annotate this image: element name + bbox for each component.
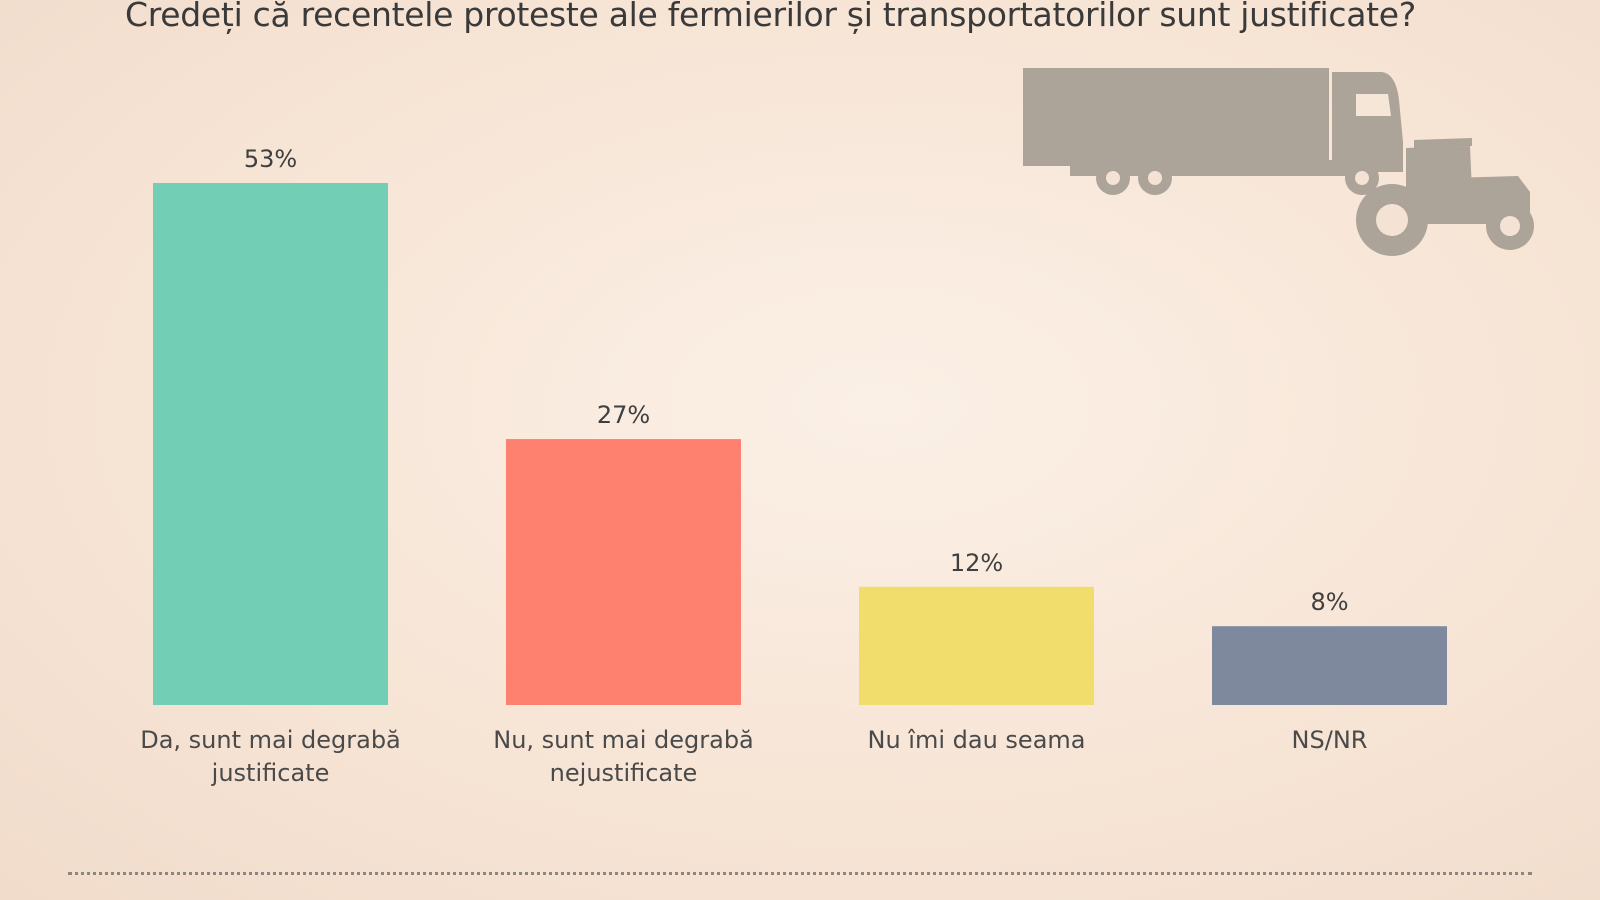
bar-value-label-4: 8% xyxy=(1310,588,1348,616)
bar-value-label-3: 12% xyxy=(950,549,1003,577)
bar-value-label-2: 27% xyxy=(597,401,650,429)
category-label-1-line-1: Da, sunt mai degrabă xyxy=(140,726,401,754)
chart-title: Credeți că recentele proteste ale fermie… xyxy=(125,0,1416,34)
tractor-icon xyxy=(1356,138,1534,256)
bar-3 xyxy=(859,586,1094,705)
bar-value-label-1: 53% xyxy=(244,145,297,173)
bottom-divider xyxy=(68,872,1532,875)
category-label-2-line-1: Nu, sunt mai degrabă xyxy=(493,726,754,754)
category-label-4: NS/NR xyxy=(1292,726,1368,754)
category-label-1-line-2: justificate xyxy=(211,759,330,787)
bar-4 xyxy=(1212,626,1447,705)
bar-2 xyxy=(506,439,741,705)
bar-1 xyxy=(153,183,388,705)
category-label-2-line-2: nejustificate xyxy=(550,759,698,787)
category-label-3: Nu îmi dau seama xyxy=(868,726,1086,754)
truck-icon xyxy=(1023,68,1403,195)
truck-tractor-illustration xyxy=(1023,68,1534,256)
